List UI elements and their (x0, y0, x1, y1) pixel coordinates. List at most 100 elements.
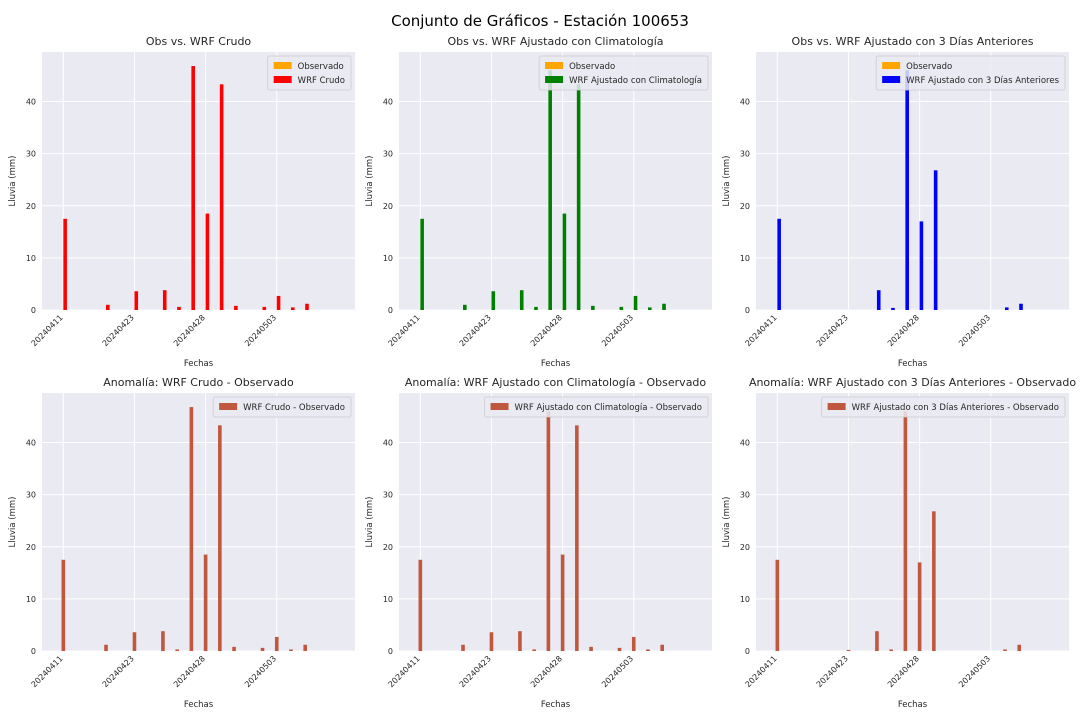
x-tick-label: 20240503 (957, 313, 992, 348)
data-bar (546, 411, 551, 651)
data-bar (1004, 307, 1009, 310)
legend-box (821, 396, 1066, 418)
legend: WRF Crudo - Observado (212, 396, 352, 418)
x-tick-label: 20240428 (886, 654, 921, 689)
x-tick-label: 20240428 (529, 654, 564, 689)
data-bar (305, 303, 309, 310)
x-tick-label: 20240423 (458, 654, 493, 689)
legend-label: WRF Crudo - Observado (243, 403, 345, 413)
y-tick-label: 0 (31, 306, 36, 315)
x-tick-label: 20240503 (600, 654, 635, 689)
y-tick-label: 0 (388, 647, 393, 656)
y-tick-label: 30 (26, 150, 36, 159)
data-bar (234, 305, 238, 310)
chart-title: Anomalía: WRF Ajustado con Climatología … (405, 376, 707, 389)
legend-label: WRF Crudo (298, 76, 345, 86)
x-tick-label: 20240411 (387, 313, 422, 348)
legend-label: WRF Ajustado con 3 Días Anteriores - Obs… (852, 403, 1059, 413)
x-tick-label: 20240428 (172, 654, 207, 689)
x-tick-label: 20240428 (529, 313, 564, 348)
data-bar (262, 306, 267, 310)
y-tick-label: 0 (745, 306, 750, 315)
data-bar (646, 649, 650, 651)
data-bar (218, 425, 222, 651)
legend: Observado WRF Crudo (267, 55, 352, 91)
data-bar (891, 307, 895, 310)
legend-swatch (273, 76, 292, 83)
data-bar (619, 306, 624, 310)
data-bar (162, 290, 167, 310)
data-bar (575, 425, 579, 651)
plot-area (42, 393, 355, 651)
data-bar (560, 554, 565, 651)
data-bar (933, 170, 938, 310)
legend-label: Observado (298, 62, 344, 72)
legend-label: Observado (569, 62, 615, 72)
data-bar (534, 306, 538, 310)
y-tick-label: 20 (740, 202, 750, 211)
figure-title: Conjunto de Gráficos - Estación 100653 (391, 12, 689, 30)
x-tick-label: 20240423 (101, 654, 136, 689)
y-tick-label: 30 (740, 150, 750, 159)
plot-area (756, 393, 1069, 651)
legend-swatch (219, 403, 238, 410)
y-axis-label: Lluvia (mm) (365, 156, 375, 207)
legend: WRF Ajustado con Climatología - Observad… (484, 396, 709, 418)
chart-panel: 0 10 20 30 40 20240411 20240423 20240428 2024050… (8, 35, 355, 369)
data-bar (875, 631, 879, 651)
data-bar (104, 644, 108, 651)
data-bar (562, 213, 567, 310)
data-bar (219, 84, 224, 310)
data-bar (489, 632, 494, 651)
legend-box (875, 55, 1066, 91)
data-bar (177, 306, 181, 310)
data-bar (917, 562, 922, 651)
data-bar (161, 631, 165, 651)
y-tick-label: 40 (26, 98, 36, 107)
chart-panel: 0 10 20 30 40 20240411 20240423 20240428 2024050… (365, 376, 712, 710)
x-tick-label: 20240503 (600, 313, 635, 348)
x-tick-label: 20240503 (957, 654, 992, 689)
legend-box (538, 55, 709, 91)
y-tick-label: 20 (26, 543, 36, 552)
data-bar (1017, 644, 1022, 651)
chart-title: Anomalía: WRF Ajustado con 3 Días Anteri… (749, 376, 1076, 389)
x-tick-label: 20240423 (458, 313, 493, 348)
chart-panel: 0 10 20 30 40 20240411 20240423 20240428 2024050… (722, 35, 1069, 369)
y-tick-label: 40 (740, 439, 750, 448)
x-axis-label: Fechas (898, 359, 928, 369)
data-bar (260, 647, 265, 651)
y-tick-label: 30 (26, 491, 36, 500)
x-axis-label: Fechas (541, 359, 571, 369)
data-bar (463, 304, 467, 310)
data-bar (633, 295, 638, 310)
x-tick-label: 20240411 (387, 654, 422, 689)
data-bar (589, 646, 593, 651)
data-bar (518, 631, 522, 651)
data-bar (576, 84, 581, 310)
y-tick-label: 10 (383, 254, 393, 263)
data-bar (548, 70, 552, 310)
data-bar (889, 649, 893, 651)
y-tick-label: 10 (740, 595, 750, 604)
y-tick-label: 40 (740, 98, 750, 107)
y-tick-label: 20 (383, 543, 393, 552)
data-bar (276, 295, 281, 310)
data-bar (289, 649, 293, 651)
data-bar (303, 644, 308, 651)
data-bar (418, 559, 423, 651)
data-bar (461, 644, 465, 651)
data-bar (191, 66, 195, 310)
chart-title: Obs vs. WRF Crudo (146, 35, 252, 48)
x-axis-label: Fechas (184, 359, 214, 369)
legend-swatch (545, 62, 564, 69)
y-tick-label: 10 (383, 595, 393, 604)
y-tick-label: 10 (740, 254, 750, 263)
data-bar (932, 511, 936, 651)
chart-panel: 0 10 20 30 40 20240411 20240423 20240428 2024050… (365, 35, 712, 369)
x-axis-label: Fechas (898, 700, 928, 710)
y-tick-label: 30 (383, 491, 393, 500)
data-bar (662, 303, 666, 310)
chart-title: Obs vs. WRF Ajustado con 3 Días Anterior… (792, 35, 1034, 48)
